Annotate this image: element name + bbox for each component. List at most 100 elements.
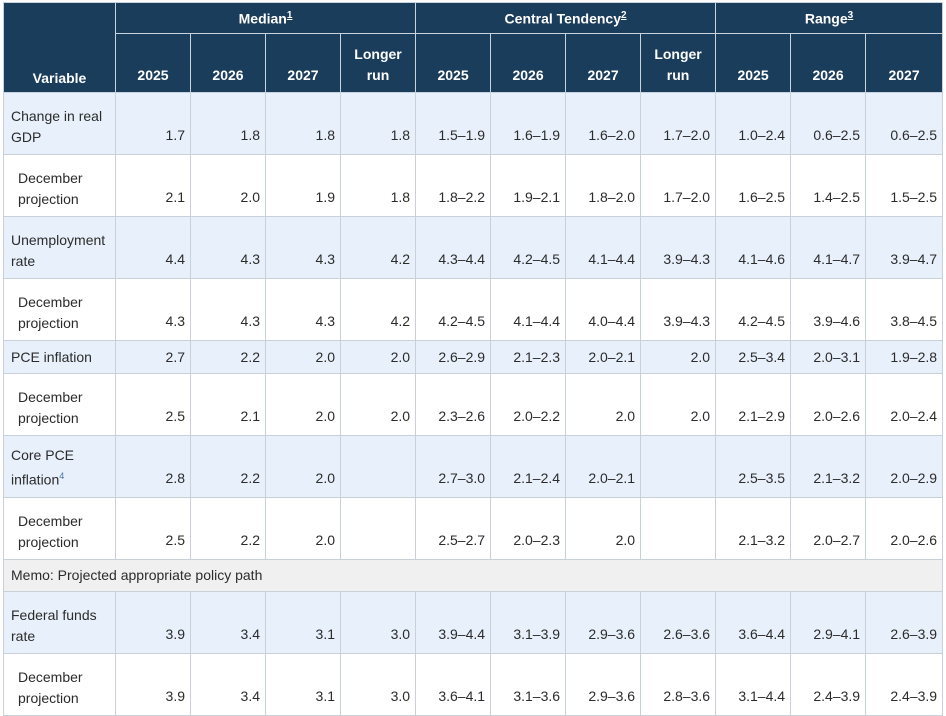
- row-label-text: December projection: [18, 389, 83, 426]
- table-cell: 1.8: [339, 154, 417, 217]
- table-cell: 3.9–4.4: [415, 591, 492, 654]
- row-label-text: Unemployment rate: [11, 232, 106, 269]
- memo-row: Memo: Projected appropriate policy path: [2, 559, 944, 592]
- variable-header: Variable: [3, 2, 116, 93]
- table-cell: 4.1–4.4: [490, 278, 567, 341]
- table-cell: 3.4: [190, 591, 266, 654]
- median-footnote-link[interactable]: 1: [286, 9, 293, 21]
- row-label: Unemployment rate: [3, 216, 116, 279]
- table-cell: 2.1: [190, 373, 266, 436]
- row-label: Change in real GDP: [3, 92, 116, 155]
- table-cell: 3.9: [115, 591, 191, 654]
- table-cell: 2.0: [265, 497, 341, 560]
- table-cell: 2.5: [115, 373, 191, 436]
- table-cell: 2.0–2.1: [565, 435, 642, 498]
- table-cell: 2.0–2.4: [865, 373, 944, 436]
- row-label-text: December projection: [18, 513, 83, 550]
- table-cell: 2.1–2.4: [490, 435, 567, 498]
- table-cell: 2.5: [115, 497, 191, 560]
- table-cell: 4.4: [115, 216, 191, 279]
- row-label: December projection: [3, 278, 116, 341]
- table-cell: 2.1–3.2: [790, 435, 867, 498]
- year-header: 2025: [115, 33, 191, 93]
- year-header: 2027: [565, 33, 642, 93]
- table-cell: 4.2–4.5: [490, 216, 567, 279]
- table-cell: 0.6–2.5: [790, 92, 867, 155]
- row-label: PCE inflation: [3, 340, 116, 374]
- range-group-header: Range3: [715, 2, 944, 34]
- table-cell: 3.9–4.3: [640, 216, 717, 279]
- table-cell: 1.8: [190, 92, 266, 155]
- year-header: Longer run: [339, 33, 417, 93]
- table-cell: 2.8: [115, 435, 191, 498]
- table-cell: 3.1–3.9: [490, 591, 567, 654]
- table-row: PCE inflation 2.7 2.2 2.0 2.0 2.6–2.9 2.1–2.3 2…: [3, 340, 944, 374]
- table-cell: 3.6–4.1: [415, 653, 492, 716]
- table-row: Core PCE inflation4 2.8 2.2 2.0 2.7–3.0 2.1–2…: [3, 435, 944, 498]
- table-cell: 3.0: [339, 653, 417, 716]
- table-cell: 1.8–2.0: [565, 154, 642, 217]
- table-cell: 1.6–2.5: [715, 154, 792, 217]
- table-cell: 3.1: [265, 653, 341, 716]
- range-label: Range: [804, 10, 848, 27]
- table-cell: 2.9–3.6: [565, 653, 642, 716]
- table-cell: 2.0–2.3: [490, 497, 567, 560]
- row-label: December projection: [3, 497, 116, 560]
- row-label: December projection: [3, 373, 116, 436]
- table-cell: 2.0: [565, 497, 642, 560]
- table-cell: 1.5–2.5: [865, 154, 944, 217]
- table-cell: 1.7–2.0: [640, 154, 717, 217]
- year-header: 2026: [790, 33, 867, 93]
- table-cell: 2.1–3.2: [715, 497, 792, 560]
- table-cell: 1.5–1.9: [415, 92, 492, 155]
- table-cell: 3.9–4.6: [790, 278, 867, 341]
- table-cell: 1.4–2.5: [790, 154, 867, 217]
- row-label-text: Federal funds rate: [11, 607, 97, 644]
- table-cell: 3.6–4.4: [715, 591, 792, 654]
- table-cell: 1.8: [339, 92, 417, 155]
- table-cell: 1.7: [115, 92, 191, 155]
- table-cell: 2.0: [339, 373, 417, 436]
- year-header: 2027: [865, 33, 944, 93]
- row-label: Federal funds rate: [3, 591, 116, 654]
- table-cell: 2.0: [640, 340, 717, 374]
- table-cell: 2.5–2.7: [415, 497, 492, 560]
- table-cell: 3.9–4.3: [640, 278, 717, 341]
- row-label: Core PCE inflation4: [3, 435, 116, 498]
- table-cell: 2.7: [115, 340, 191, 374]
- table-cell: 3.1–3.6: [490, 653, 567, 716]
- memo-label: Memo: Projected appropriate policy path: [2, 559, 944, 592]
- table-cell: 4.2–4.5: [715, 278, 792, 341]
- table-cell: 3.0: [339, 591, 417, 654]
- table-cell: 3.9: [115, 653, 191, 716]
- table-cell: 2.6–3.9: [865, 591, 944, 654]
- table-cell: 2.8–3.6: [640, 653, 717, 716]
- table-cell: 2.2: [190, 435, 266, 498]
- table-cell: 4.1–4.4: [565, 216, 642, 279]
- row-label-text: December projection: [18, 170, 83, 207]
- table-cell: 2.5–3.4: [715, 340, 792, 374]
- range-footnote-link[interactable]: 3: [847, 9, 854, 21]
- year-header: Longer run: [640, 33, 717, 93]
- table-cell: 3.1: [265, 591, 341, 654]
- table-cell: 2.4–3.9: [790, 653, 867, 716]
- central-tendency-footnote-link[interactable]: 2: [620, 9, 627, 21]
- table-cell: 0.6–2.5: [865, 92, 944, 155]
- table-cell: 2.7–3.0: [415, 435, 492, 498]
- table-cell: 2.0: [265, 340, 341, 374]
- table-cell: 2.2: [190, 340, 266, 374]
- year-header: 2026: [190, 33, 266, 93]
- table-cell: 2.0–2.6: [790, 373, 867, 436]
- table-row: December projection 2.5 2.1 2.0 2.0 2.3–2.6 2.…: [3, 373, 944, 436]
- table-cell: 4.3–4.4: [415, 216, 492, 279]
- table-cell: 4.3: [190, 216, 266, 279]
- table-cell: [339, 435, 417, 498]
- table-cell: 2.0–2.2: [490, 373, 567, 436]
- table-row: Federal funds rate 3.9 3.4 3.1 3.0 3.9–4.4 3.1…: [3, 591, 944, 654]
- table-cell: 2.3–2.6: [415, 373, 492, 436]
- year-header: 2025: [415, 33, 492, 93]
- footnote-link[interactable]: 4: [59, 471, 65, 482]
- table-cell: 4.3: [265, 216, 341, 279]
- row-label-text: Change in real GDP: [11, 108, 103, 145]
- table-cell: [339, 497, 417, 560]
